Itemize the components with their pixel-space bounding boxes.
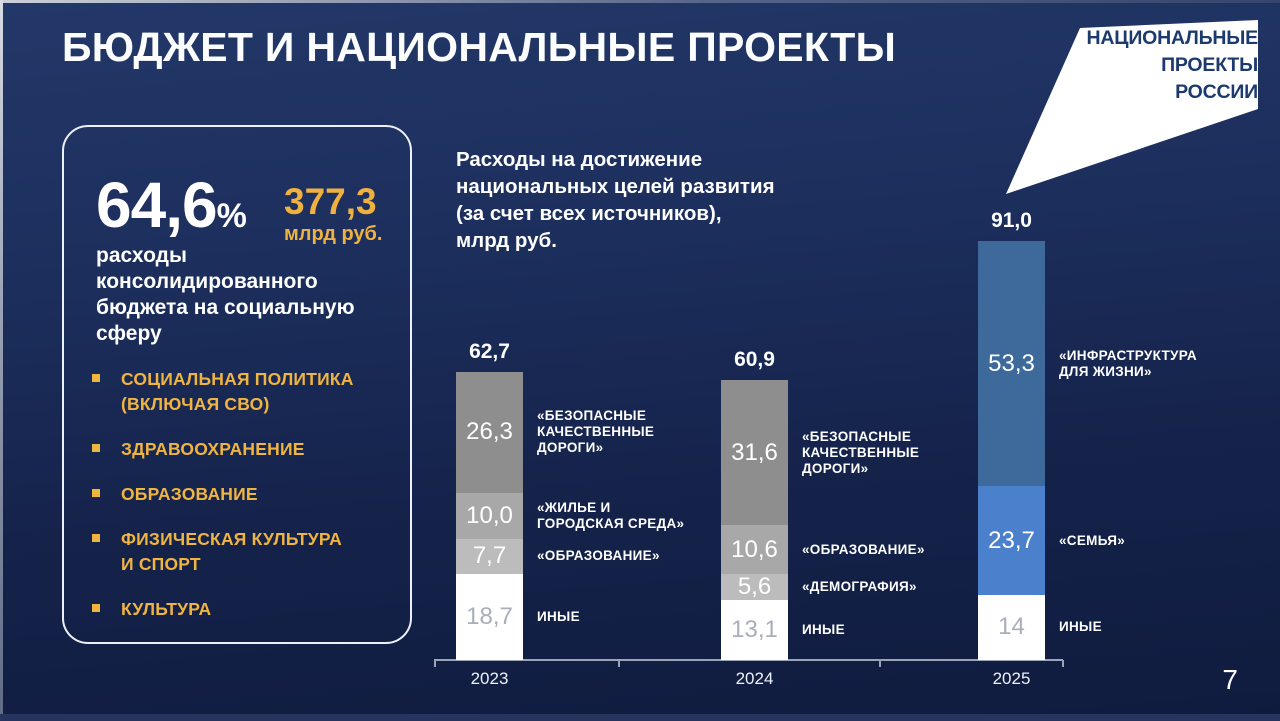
axis-tick: [434, 660, 436, 667]
page-number: 7: [1222, 664, 1238, 695]
logo-line-3: РОССИИ: [1175, 81, 1258, 103]
segment-name-label: ИНЫЕ: [802, 621, 845, 637]
segment-name-label: «ДЕМОГРАФИЯ»: [802, 578, 917, 594]
segment-value: 53,3: [988, 349, 1035, 377]
segment-name-label: ИНЫЕ: [537, 609, 580, 625]
bullet-square-icon: [92, 374, 100, 382]
bullet-item: ЗДРАВООХРАНЕНИЕ: [92, 437, 354, 462]
segment-value: 14: [998, 613, 1025, 641]
bar-segment: 10,6 «ОБРАЗОВАНИЕ»: [721, 525, 924, 575]
logo-line-2: ПРОЕКТЫ: [1161, 54, 1258, 76]
x-axis-category-label: 2024: [735, 669, 774, 688]
segment-value: 5,6: [737, 572, 772, 600]
chart-title: Расходы на достижение национальных целей…: [456, 148, 775, 252]
segment-name-label: «ЖИЛЬЕ И ГОРОДСКАЯ СРЕДА»: [537, 499, 685, 531]
axis-tick: [879, 660, 881, 667]
bullet-item: ФИЗИЧЕСКАЯ КУЛЬТУРА И СПОРТ: [92, 527, 354, 577]
bar-segment: 10,0 «ЖИЛЬЕ И ГОРОДСКАЯ СРЕДА»: [456, 492, 684, 539]
bullet-label: ЗДРАВООХРАНЕНИЕ: [121, 439, 305, 459]
bullet-square-icon: [92, 444, 100, 452]
bullet-label: СОЦИАЛЬНАЯ ПОЛИТИКА (ВКЛЮЧАЯ СВО): [121, 369, 354, 414]
bullet-square-icon: [92, 489, 100, 497]
bar-2024: 60,9 31,6 «БЕЗОПАСНЫЕ КАЧЕСТВЕННЫЕ ДОРОГИ»…: [721, 348, 924, 660]
axis-tick: [618, 660, 620, 667]
bar-segment: 53,3 «ИНФРАСТРУКТУРА ДЛЯ ЖИЗНИ»: [978, 241, 1197, 487]
bar-segment: 31,6 «БЕЗОПАСНЫЕ КАЧЕСТВЕННЫЕ ДОРОГИ»: [721, 380, 919, 526]
page-title: БЮДЖЕТ И НАЦИОНАЛЬНЫЕ ПРОЕКТЫ: [62, 24, 897, 70]
segment-name-label: «СЕМЬЯ»: [1059, 532, 1126, 548]
bar-segment: 5,6 «ДЕМОГРАФИЯ»: [721, 572, 916, 600]
segment-value: 10,6: [731, 535, 778, 563]
bar-total-label: 91,0: [991, 209, 1032, 232]
segment-value: 26,3: [466, 418, 513, 446]
bar-total-label: 60,9: [734, 348, 775, 371]
logo-text: НАЦИОНАЛЬНЫЕ ПРОЕКТЫ РОССИИ: [1086, 25, 1259, 106]
amount-unit: млрд руб.: [284, 223, 383, 245]
bar-2025: 91,0 53,3 «ИНФРАСТРУКТУРА ДЛЯ ЖИЗНИ» 23,7 «С…: [978, 209, 1197, 660]
bullet-square-icon: [92, 604, 100, 612]
segment-value: 31,6: [731, 438, 778, 466]
segment-name-label: «ОБРАЗОВАНИЕ»: [802, 541, 925, 557]
bullet-label: ОБРАЗОВАНИЕ: [121, 484, 258, 504]
percent-value: 64,6: [96, 169, 218, 241]
bullet-label: КУЛЬТУРА: [121, 599, 212, 619]
social-spending-amount: 377,3 млрд руб.: [284, 183, 382, 246]
segment-value: 7,7: [472, 542, 507, 570]
axis-tick: [1062, 660, 1064, 667]
segment-name-label: «ИНФРАСТРУКТУРА ДЛЯ ЖИЗНИ»: [1059, 347, 1197, 379]
bar-segment: 23,7 «СЕМЬЯ»: [978, 486, 1125, 596]
social-share-percent: 64,6%: [96, 173, 247, 237]
bar-segment: 18,7 ИНЫЕ: [456, 574, 580, 661]
logo-line-1: НАЦИОНАЛЬНЫЕ: [1086, 27, 1259, 49]
bullet-label: ФИЗИЧЕСКАЯ КУЛЬТУРА И СПОРТ: [121, 529, 342, 574]
segment-value: 23,7: [988, 526, 1035, 554]
segment-name-label: «БЕЗОПАСНЫЕ КАЧЕСТВЕННЫЕ ДОРОГИ»: [802, 428, 920, 476]
amount-value: 377,3: [284, 181, 377, 222]
bar-total-label: 62,7: [469, 340, 510, 363]
bar-2023: 62,7 26,3 «БЕЗОПАСНЫЕ КАЧЕСТВЕННЫЕ ДОРОГИ»…: [456, 340, 684, 661]
slide-bottom-edge: [0, 714, 1280, 721]
social-spending-card: 64,6% 377,3 млрд руб. расходы консолидир…: [62, 125, 412, 644]
bar-segment: 14 ИНЫЕ: [978, 595, 1102, 660]
bar-segment: 26,3 «БЕЗОПАСНЫЕ КАЧЕСТВЕННЫЕ ДОРОГИ»: [456, 372, 654, 493]
bullet-item: ОБРАЗОВАНИЕ: [92, 482, 354, 507]
bullet-item: КУЛЬТУРА: [92, 597, 354, 622]
x-axis-category-label: 2023: [470, 669, 509, 688]
slide-top-edge: [0, 0, 1280, 3]
x-axis-category-label: 2025: [992, 669, 1031, 688]
bullet-item: СОЦИАЛЬНАЯ ПОЛИТИКА (ВКЛЮЧАЯ СВО): [92, 367, 354, 417]
bar-segment: 13,1 ИНЫЕ: [721, 599, 845, 660]
national-projects-logo: НАЦИОНАЛЬНЫЕ ПРОЕКТЫ РОССИИ: [1000, 12, 1262, 204]
segment-value: 18,7: [466, 603, 513, 631]
segment-value: 10,0: [466, 501, 513, 529]
slide-left-edge: [0, 0, 3, 721]
segment-value: 13,1: [731, 615, 778, 643]
card-description: расходы консолидированного бюджета на со…: [96, 244, 355, 345]
social-bullet-list: СОЦИАЛЬНАЯ ПОЛИТИКА (ВКЛЮЧАЯ СВО) ЗДРАВОО…: [92, 367, 354, 622]
percent-sign: %: [216, 197, 247, 235]
segment-name-label: ИНЫЕ: [1059, 619, 1102, 635]
bar-segment: 7,7 «ОБРАЗОВАНИЕ»: [456, 538, 659, 575]
x-axis-line: [434, 659, 1063, 661]
flag-shape-icon: [1006, 20, 1258, 194]
segment-name-label: «БЕЗОПАСНЫЕ КАЧЕСТВЕННЫЕ ДОРОГИ»: [537, 408, 655, 456]
segment-name-label: «ОБРАЗОВАНИЕ»: [537, 548, 660, 564]
bullet-square-icon: [92, 534, 100, 542]
